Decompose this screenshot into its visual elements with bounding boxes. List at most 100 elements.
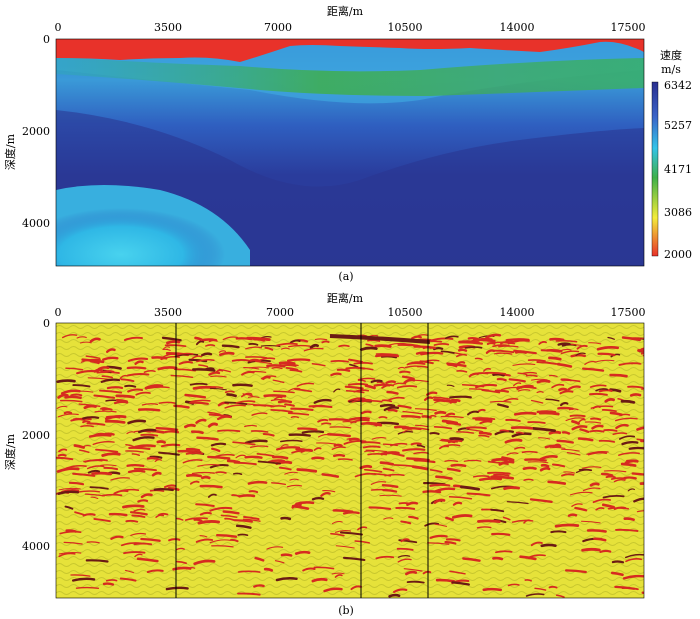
reflector-event [582,466,602,469]
reflector-event [490,349,515,354]
reflector-event [511,519,534,523]
reflector-event [623,517,635,521]
reflector-event [284,471,298,475]
reflector-event [556,439,574,444]
reflector-event [598,439,616,443]
reflector-event [230,538,239,543]
reflector-event [280,516,292,521]
reflector-event [615,417,638,422]
reflector-event [615,423,629,430]
reflector-event [540,543,557,548]
reflector-event [516,384,534,390]
reflector-event [237,533,249,536]
reflector-event [134,553,143,558]
reflector-event [459,341,484,345]
reflector-event [375,555,395,560]
velocity-colorbar: 速度 m/s 6342 5257 4171 3086 2000 [651,48,692,261]
reflector-event [362,445,381,449]
reflector-event [102,582,115,586]
reflector-event [144,384,164,390]
reflector-event [56,467,80,473]
reflector-event [275,577,298,582]
reflector-event [554,523,580,528]
reflector-event [590,405,614,409]
reflector-event [126,431,136,435]
reflector-event [451,581,470,586]
reflector-event [87,469,101,474]
reflector-event [550,530,567,534]
reflector-event [211,545,234,548]
reflector-event [364,450,375,453]
reflector-event [382,489,398,493]
reflector-event [379,403,396,408]
reflector-event [273,390,295,394]
reflector-event [125,444,134,448]
reflector-event [331,572,345,575]
panel-a-y-tick-2: 4000 [22,217,50,230]
reflector-event [547,480,567,485]
colorbar-tick-3: 3086 [664,206,692,219]
reflector-event [449,395,472,399]
reflector-event [132,436,155,442]
reflector-event [56,456,74,461]
reflector-event [361,398,369,401]
reflector-event [131,514,146,518]
reflector-event [438,445,449,450]
reflector-event [277,400,293,404]
reflector-event [485,333,502,339]
reflector-event [140,537,161,542]
reflector-event [603,470,627,473]
reflector-event [401,415,421,419]
panel-b-y-axis-title: 深度/m [3,433,17,470]
panel-b-x-tick-1: 3500 [154,306,182,319]
reflector-event [127,469,146,474]
reflector-event [79,341,92,344]
reflector-event [220,514,238,518]
reflector-event [435,578,456,583]
reflector-event [119,577,137,582]
reflector-event [314,338,328,341]
reflector-event [462,557,481,562]
reflector-event [64,505,74,510]
panel-a-x-tick-0: 0 [55,21,62,34]
reflector-event [513,382,522,387]
reflector-event [376,381,385,385]
reflector-event [127,357,149,362]
reflector-event [402,448,426,452]
reflector-event [166,340,181,345]
reflector-event [207,493,217,498]
reflector-event [72,384,91,388]
reflector-event [161,336,182,342]
reflector-event [588,342,602,345]
reflector-event [195,340,205,346]
reflector-event [209,539,231,544]
reflector-event [373,472,392,477]
reflector-event [584,421,602,424]
reflector-event [185,452,204,455]
reflector-event [217,415,232,421]
reflector-event [100,464,117,467]
reflector-event [218,368,231,373]
reflector-event [398,539,418,544]
reflector-event [74,511,85,516]
reflector-event [497,403,509,409]
reflector-event [208,371,221,376]
reflector-event [423,359,440,363]
reflector-event [157,366,178,371]
reflector-event [618,435,636,440]
panel-b-y-tick-2: 4000 [22,540,50,553]
reflector-event [165,586,189,591]
reflector-event [581,520,601,524]
reflector-event [551,383,565,389]
reflector-event [124,384,137,388]
reflector-event [395,506,416,510]
reflector-event [507,339,530,345]
reflector-event [548,430,562,435]
reflector-event [140,493,153,499]
reflector-event [77,490,101,493]
reflector-event [138,428,157,434]
reflector-event [446,467,461,473]
reflector-event [531,427,556,433]
reflector-event [555,594,565,598]
reflector-event [99,389,123,394]
